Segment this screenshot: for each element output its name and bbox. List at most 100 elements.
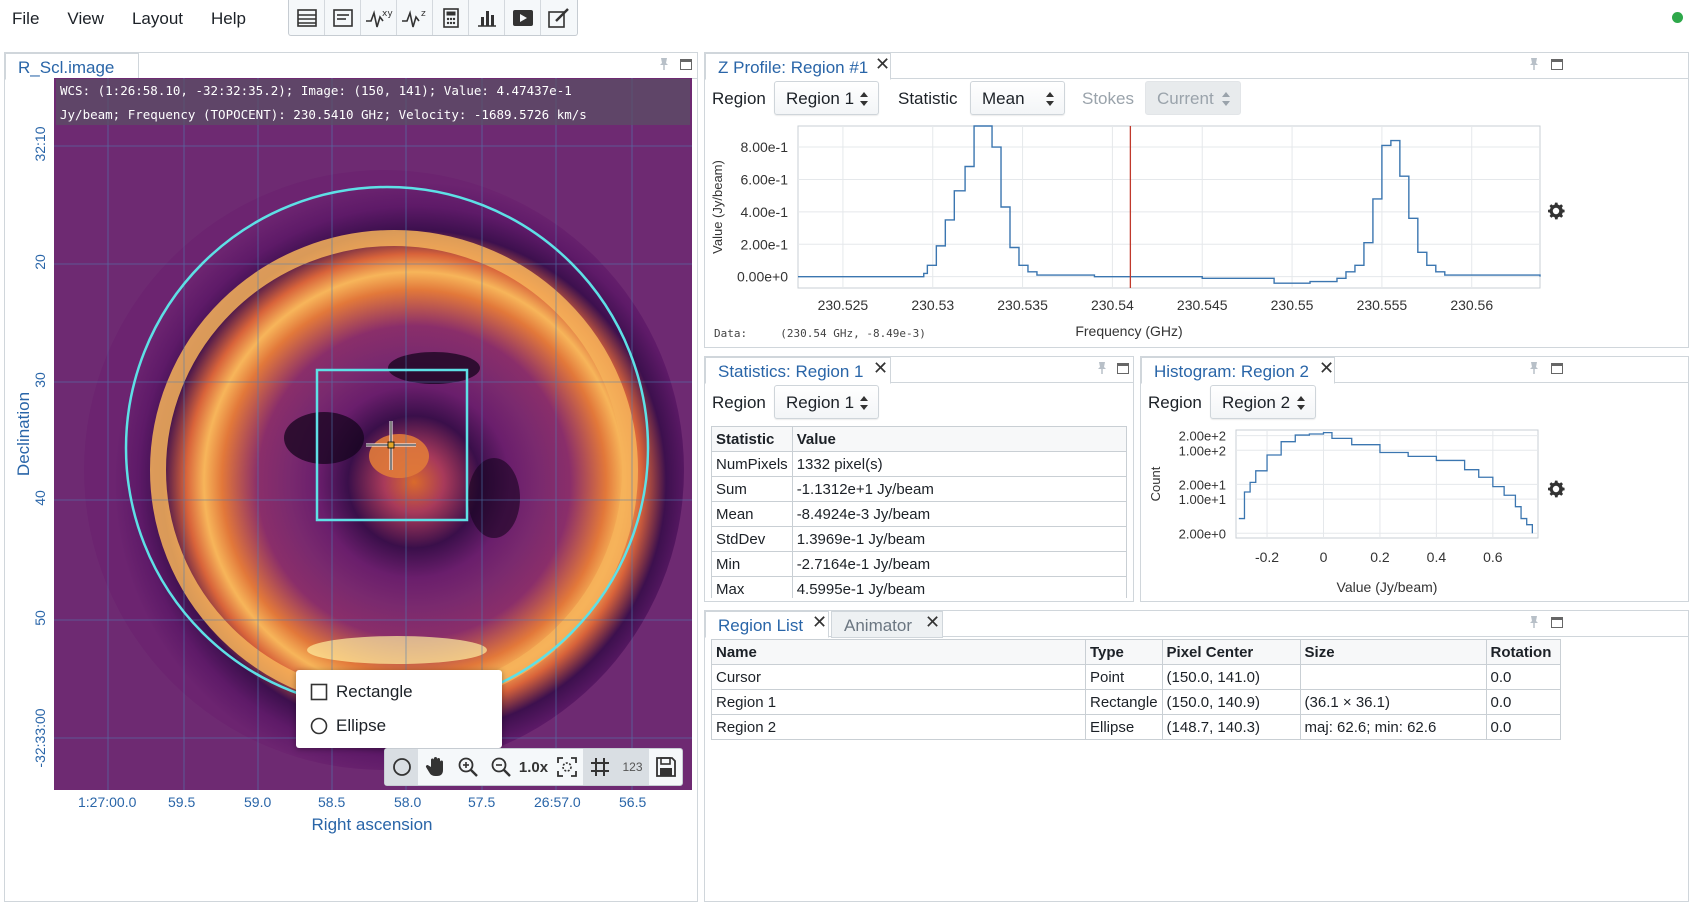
series-line: [1238, 431, 1534, 534]
region-list-icon[interactable]: [289, 0, 325, 35]
pin-icon[interactable]: [1527, 361, 1541, 375]
animator-icon[interactable]: [505, 0, 541, 35]
y-tick-label: 6.00e-1: [741, 171, 789, 187]
table-row[interactable]: Cursor Point (150.0, 141.0) 0.0: [711, 664, 1562, 690]
y-tick-label: 2.00e+1: [1179, 477, 1226, 492]
table-row: StdDev 1.3969e-1 Jy/beam: [711, 526, 1127, 552]
dec-axis-label: Declination: [14, 391, 33, 477]
table-row[interactable]: Region 1 Rectangle (150.0, 140.9) (36.1 × 3…: [711, 689, 1562, 715]
zoom-in-icon[interactable]: [451, 749, 484, 785]
maximize-icon[interactable]: [1551, 59, 1563, 70]
region-header: Size: [1299, 639, 1487, 665]
pin-icon[interactable]: [1095, 361, 1109, 375]
hist-region-value: Region 2: [1222, 393, 1291, 412]
wcs-line-2: Jy/beam; Frequency (TOPOCENT): 230.5410 …: [60, 107, 587, 122]
tab-region-list[interactable]: Region List: [705, 611, 829, 638]
table-row: Mean -8.4924e-3 Jy/beam: [711, 501, 1127, 527]
ra-tick: 58.5: [318, 794, 346, 810]
svg-text:z: z: [421, 9, 426, 19]
menu-layout[interactable]: Layout: [131, 9, 183, 28]
maximize-icon[interactable]: [1551, 617, 1563, 628]
table-row: NumPixels 1332 pixel(s): [711, 451, 1127, 477]
coordinate-labels-button[interactable]: 123: [616, 749, 649, 785]
statistics-icon[interactable]: [433, 0, 469, 35]
dec-tick: -32:33:00: [32, 708, 48, 768]
gear-icon[interactable]: [1545, 478, 1567, 500]
pin-icon[interactable]: [657, 57, 671, 71]
ra-tick: 58.0: [394, 794, 422, 810]
popup-ellipse-option[interactable]: Ellipse: [310, 716, 386, 736]
maximize-icon[interactable]: [680, 59, 692, 70]
menu-help[interactable]: Help: [211, 9, 246, 28]
tab-statistics[interactable]: Statistics: Region 1: [705, 357, 891, 384]
x-tick-label: 0: [1320, 549, 1328, 565]
close-icon[interactable]: ✕: [873, 358, 889, 378]
cursor-crosshair-icon: [366, 421, 416, 470]
z-region-select[interactable]: Region 1: [774, 81, 879, 115]
z-statistic-select[interactable]: Mean: [970, 81, 1065, 115]
widget-toolbar: xy z: [288, 0, 578, 36]
spectral-profile-icon[interactable]: z: [397, 0, 433, 35]
maximize-icon[interactable]: [1117, 363, 1129, 374]
stokes-icon[interactable]: [541, 0, 577, 35]
dec-tick: 50: [32, 610, 48, 626]
region-header: Type: [1085, 639, 1163, 665]
spatial-profile-icon[interactable]: xy: [361, 0, 397, 35]
close-icon[interactable]: ✕: [925, 612, 941, 632]
y-tick-label: 2.00e+2: [1179, 429, 1226, 444]
zoom-to-1x-button[interactable]: 1.0x: [518, 758, 549, 776]
table-row: Max 4.5995e-1 Jy/beam: [711, 576, 1127, 598]
close-icon[interactable]: ✕: [1319, 358, 1335, 378]
z-profile-chart[interactable]: 230.525 230.53 230.535 230.54 230.545 230.55 2…: [704, 118, 1544, 344]
ra-axis-label: Right ascension: [311, 815, 433, 834]
select-arrows-icon: [1222, 92, 1230, 106]
z-region-label: Region: [712, 89, 766, 108]
hist-region-select[interactable]: Region 2: [1210, 385, 1316, 419]
popup-rectangle-option[interactable]: Rectangle: [310, 682, 413, 702]
tab-image-view[interactable]: R_Scl.image: [5, 53, 139, 80]
save-image-icon[interactable]: [649, 749, 682, 785]
z-stokes-select[interactable]: Current: [1145, 81, 1241, 115]
dec-tick: 30: [32, 372, 48, 388]
stats-region-select[interactable]: Region 1: [774, 385, 879, 419]
menu-file[interactable]: File: [12, 9, 40, 28]
y-tick-label: 1.00e+2: [1179, 443, 1226, 458]
y-tick-label: 2.00e-1: [741, 236, 789, 252]
x-tick-label: 230.56: [1450, 297, 1493, 313]
region-type-popup: Rectangle Ellipse: [296, 670, 502, 748]
zoom-to-fit-icon[interactable]: [550, 749, 583, 785]
pin-icon[interactable]: [1527, 57, 1541, 71]
region-ellipse-tool-button[interactable]: [385, 749, 418, 785]
wcs-line-1: WCS: (1:26:58.10, -32:32:35.2); Image: (…: [60, 83, 572, 98]
histogram-icon[interactable]: [469, 0, 505, 35]
tab-histogram[interactable]: Histogram: Region 2: [1141, 357, 1335, 384]
tab-z-profile[interactable]: Z Profile: Region #1: [705, 53, 891, 80]
gear-icon[interactable]: [1545, 200, 1567, 222]
ra-tick: 1:27:00.0: [78, 794, 137, 810]
svg-text:xy: xy: [382, 9, 393, 19]
region-1-rectangle[interactable]: [315, 368, 469, 522]
ra-tick: 56.5: [619, 794, 647, 810]
dec-tick: 32:10: [32, 126, 48, 162]
dec-tick: 20: [32, 254, 48, 270]
ra-tick: 59.5: [168, 794, 196, 810]
pan-hand-icon[interactable]: [418, 749, 451, 785]
maximize-icon[interactable]: [1551, 363, 1563, 374]
table-row[interactable]: Region 2 Ellipse (148.7, 140.3) maj: 62.6; …: [711, 714, 1562, 740]
select-arrows-icon: [860, 396, 868, 410]
histogram-chart[interactable]: -0.2 0 0.2 0.4 0.6 2.00e+0 1.00e+12.00e+1 1.00e…: [1142, 420, 1542, 600]
image-info-icon[interactable]: [325, 0, 361, 35]
grid-overlay-icon[interactable]: [583, 749, 616, 785]
tab-animator[interactable]: Animator: [831, 611, 943, 638]
close-icon[interactable]: ✕: [812, 612, 828, 632]
y-tick-label: 0.00e+0: [737, 269, 788, 285]
rectangle-icon: [310, 683, 328, 701]
table-row: Min -2.7164e-1 Jy/beam: [711, 551, 1127, 577]
y-axis-label: Value (Jy/beam): [710, 160, 725, 254]
popup-ellipse-label: Ellipse: [336, 716, 387, 735]
zoom-out-icon[interactable]: [484, 749, 517, 785]
menu-view[interactable]: View: [67, 9, 104, 28]
close-icon[interactable]: ✕: [875, 54, 891, 74]
pin-icon[interactable]: [1527, 615, 1541, 629]
z-statistic-value: Mean: [982, 89, 1025, 108]
